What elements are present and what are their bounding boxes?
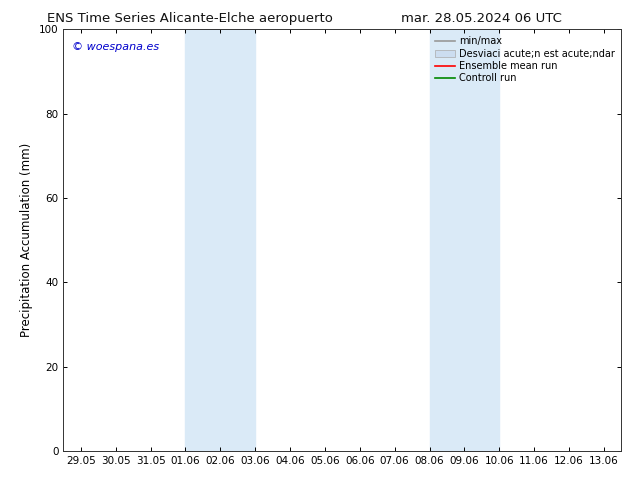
Text: © woespana.es: © woespana.es — [72, 42, 159, 52]
Bar — [429, 29, 500, 451]
Text: mar. 28.05.2024 06 UTC: mar. 28.05.2024 06 UTC — [401, 12, 562, 25]
Legend: min/max, Desviaci acute;n est acute;ndar, Ensemble mean run, Controll run: min/max, Desviaci acute;n est acute;ndar… — [431, 32, 618, 87]
Y-axis label: Precipitation Accumulation (mm): Precipitation Accumulation (mm) — [20, 143, 34, 337]
Text: ENS Time Series Alicante-Elche aeropuerto: ENS Time Series Alicante-Elche aeropuert… — [48, 12, 333, 25]
Bar — [185, 29, 255, 451]
